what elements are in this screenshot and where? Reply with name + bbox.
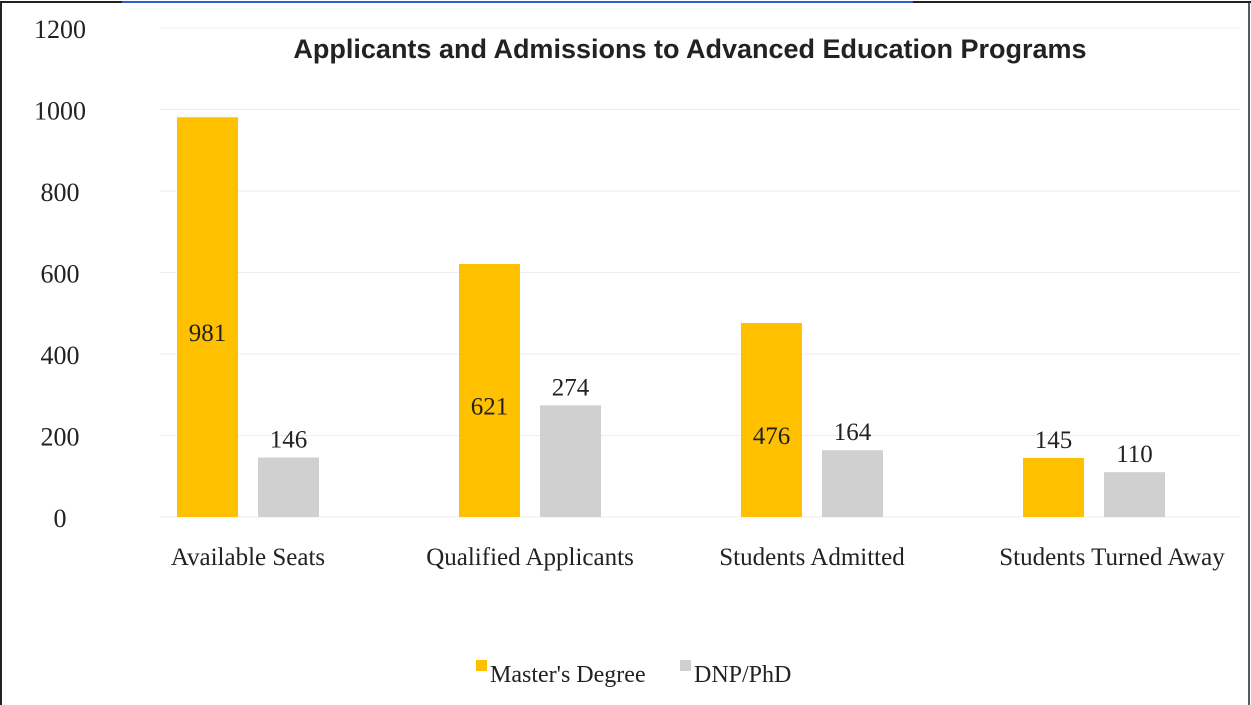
legend-label: DNP/PhD	[694, 662, 791, 688]
y-tick-label: 400	[41, 341, 80, 370]
legend: Master's Degree DNP/PhD	[476, 660, 791, 688]
x-tick-label: Qualified Applicants	[426, 544, 634, 571]
y-tick-label: 600	[41, 260, 80, 289]
data-label: 146	[270, 427, 308, 454]
y-tick-label: 200	[41, 423, 80, 452]
y-tick-label: 800	[41, 178, 80, 207]
gridlines	[160, 27, 1240, 518]
y-axis-ticks: 0 200 400 600 800 1000 1200	[34, 15, 86, 533]
bar-dnp-phd	[1104, 472, 1165, 517]
y-tick-label: 1200	[34, 15, 86, 44]
bar-masters	[177, 117, 238, 518]
data-label: 274	[552, 374, 590, 401]
x-tick-label: Students Turned Away	[999, 544, 1225, 571]
legend-swatch	[680, 660, 691, 671]
bar-masters	[459, 263, 520, 517]
y-tick-label: 1000	[34, 97, 86, 126]
bar-dnp-phd	[258, 457, 319, 517]
chart-title: Applicants and Admissions to Advanced Ed…	[293, 34, 1086, 64]
legend-swatch	[476, 660, 487, 671]
bar-dnp-phd	[822, 450, 883, 517]
x-tick-label: Students Admitted	[719, 544, 905, 571]
data-label: 476	[753, 423, 791, 450]
y-tick-label: 0	[54, 504, 67, 533]
legend-label: Master's Degree	[490, 662, 646, 688]
data-label: 621	[471, 393, 509, 420]
data-label: 981	[189, 320, 227, 347]
data-labels: 981 146 621 274 476 164 145 110	[189, 320, 1153, 468]
data-label: 145	[1035, 427, 1073, 454]
bar-masters	[1023, 457, 1084, 517]
bar-dnp-phd	[540, 405, 601, 517]
bars	[177, 117, 1165, 518]
data-label: 110	[1116, 441, 1153, 468]
x-axis-ticks: Available Seats Qualified Applicants Stude…	[171, 544, 1225, 571]
data-label: 164	[834, 419, 872, 446]
bar-masters	[741, 323, 802, 517]
x-tick-label: Available Seats	[171, 544, 325, 571]
